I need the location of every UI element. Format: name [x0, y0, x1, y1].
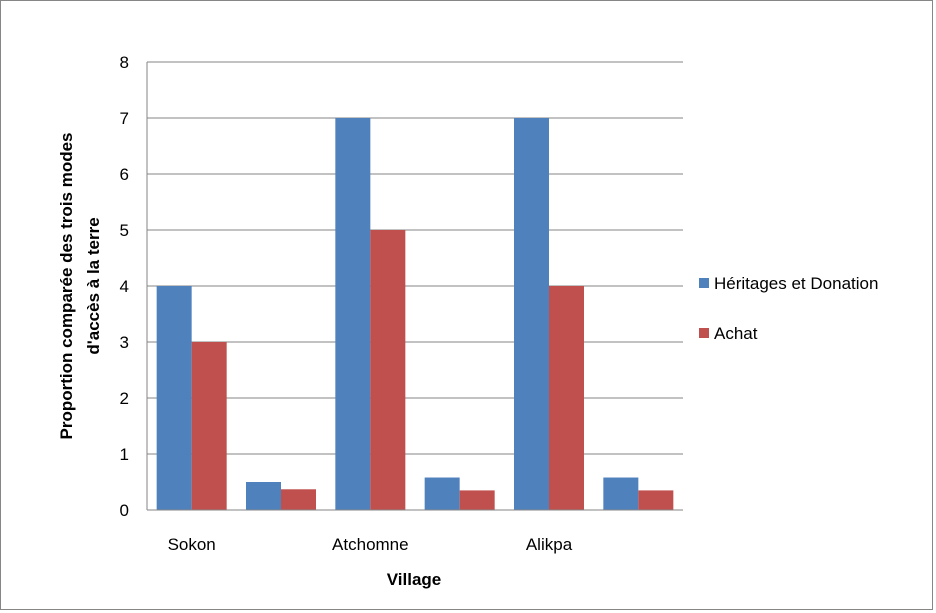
x-category-label: Atchomne — [332, 535, 409, 554]
legend-swatch — [699, 328, 709, 338]
bar-achat — [549, 286, 584, 510]
x-category-labels: Sokon Atchomne Alikpa — [168, 535, 573, 554]
y-axis-title: Proportion comparée des trois modes d'ac… — [57, 132, 103, 439]
y-tick-label: 3 — [120, 333, 129, 352]
y-tick-label: 8 — [120, 53, 129, 72]
x-category-label: Alikpa — [526, 535, 573, 554]
y-tick-labels: 0 1 2 3 4 5 6 7 8 — [120, 53, 129, 520]
legend-swatch — [699, 278, 709, 288]
bar-heritages — [424, 477, 460, 510]
y-tick-label: 1 — [120, 445, 129, 464]
y-tick-label: 7 — [120, 109, 129, 128]
y-axis-title-line-2: d'accès à la terre — [84, 217, 103, 354]
legend: Héritages et Donation Achat — [699, 274, 878, 343]
bar-heritages — [156, 286, 192, 510]
bar-achat — [191, 342, 227, 510]
x-axis-title: Village — [387, 570, 442, 589]
bar-achat — [370, 230, 406, 510]
y-tick-label: 5 — [120, 221, 129, 240]
legend-label: Héritages et Donation — [714, 274, 878, 293]
y-tick-label: 0 — [120, 501, 129, 520]
x-category-label: Sokon — [168, 535, 216, 554]
y-tick-label: 2 — [120, 389, 129, 408]
bar-heritages — [603, 477, 639, 510]
bar-heritages — [514, 118, 549, 510]
legend-label: Achat — [714, 324, 758, 343]
bar-heritages — [335, 118, 371, 510]
bar-heritages — [246, 482, 281, 510]
y-tick-label: 4 — [120, 277, 129, 296]
gridlines — [147, 61, 683, 455]
bar-achat — [281, 489, 316, 510]
axes — [146, 62, 683, 511]
y-tick-label: 6 — [120, 165, 129, 184]
bar-achat — [638, 490, 674, 510]
bars — [156, 118, 674, 510]
y-axis-title-line-1: Proportion comparée des trois modes — [57, 132, 76, 439]
bar-achat — [459, 490, 495, 510]
